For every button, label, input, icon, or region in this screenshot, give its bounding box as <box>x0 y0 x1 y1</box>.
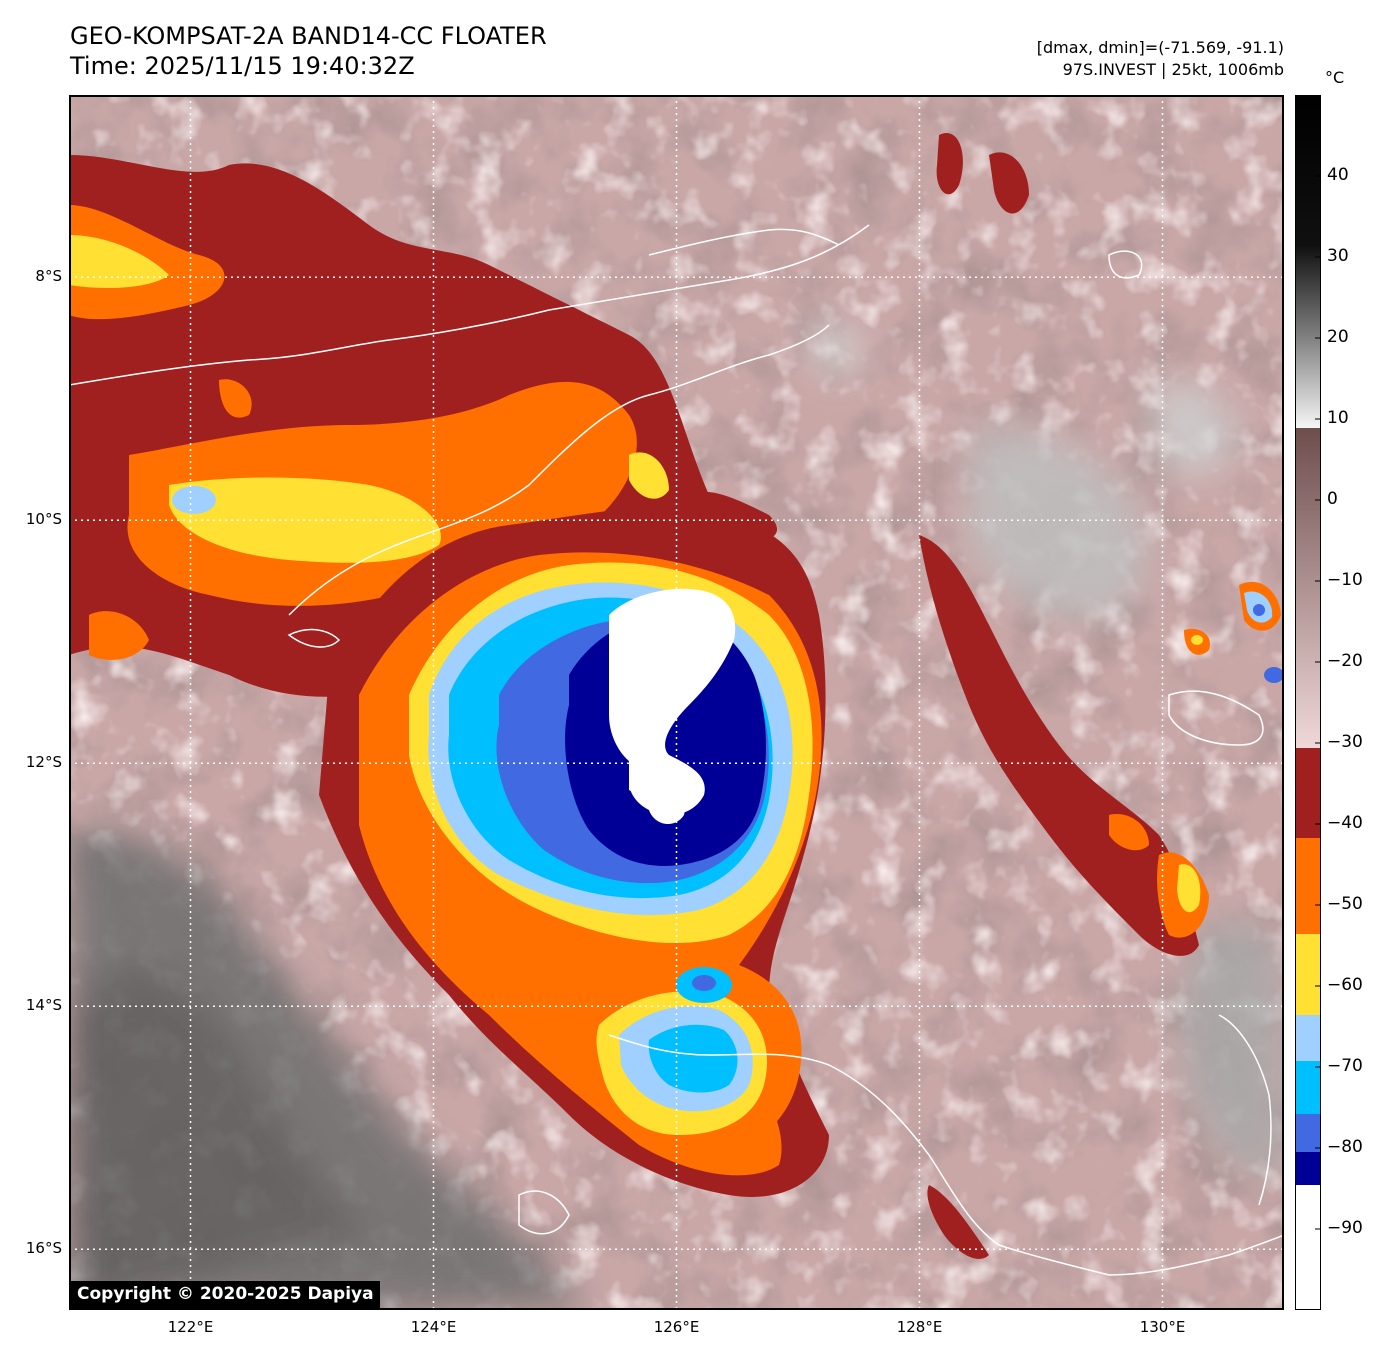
colorbar-white-band <box>1296 1185 1320 1309</box>
colorbar <box>1295 95 1321 1310</box>
colorbar-darkred-band <box>1296 748 1320 838</box>
colorbar-tick-label: 20 <box>1327 327 1349 347</box>
colorbar-deepsky-band <box>1296 1061 1320 1114</box>
colorbar-tick-label: 40 <box>1327 165 1349 185</box>
data-range-info: [dmax, dmin]=(-71.569, -91.1) <box>1036 38 1284 57</box>
chart-title: GEO-KOMPSAT-2A BAND14-CC FLOATER <box>70 22 547 50</box>
colorbar-gray-segment <box>1296 96 1320 428</box>
colorbar-tick-label: −70 <box>1327 1056 1363 1076</box>
colorbar-royalblue-band <box>1296 1114 1320 1152</box>
colorbar-lightblue-band <box>1296 1015 1320 1061</box>
latitude-label: 16°S <box>25 1239 62 1258</box>
colorbar-tick-label: 0 <box>1327 489 1338 509</box>
colorbar-orange-band <box>1296 838 1320 934</box>
colorbar-tick-label: −30 <box>1327 732 1363 752</box>
colorbar-tick-label: −10 <box>1327 570 1363 590</box>
longitude-label: 124°E <box>410 1318 457 1336</box>
colorbar-tick-label: −20 <box>1327 651 1363 671</box>
longitude-label: 126°E <box>653 1318 700 1336</box>
longitude-label: 128°E <box>896 1318 943 1336</box>
map-frame <box>69 95 1284 1310</box>
colorbar-brown-segment <box>1296 428 1320 748</box>
latitude-label: 10°S <box>25 510 62 529</box>
colorbar-darkblue-band <box>1296 1152 1320 1185</box>
storm-info: 97S.INVEST | 25kt, 1006mb <box>1062 60 1284 79</box>
colorbar-tick-label: −60 <box>1327 975 1363 995</box>
latitude-label: 12°S <box>25 753 62 772</box>
colorbar-tick-label: 10 <box>1327 408 1349 428</box>
copyright-label: Copyright © 2020-2025 Dapiya <box>71 1281 380 1308</box>
satellite-map <box>69 95 1284 1310</box>
eastern-rain-band <box>689 133 1283 1259</box>
colorbar-tick-label: 30 <box>1327 246 1349 266</box>
colorbar-unit: °C <box>1325 68 1345 87</box>
graticule <box>70 96 1283 1309</box>
coastlines <box>70 224 1283 1276</box>
colorbar-tick-label: −80 <box>1327 1137 1363 1157</box>
longitude-label: 130°E <box>1139 1318 1186 1336</box>
colorbar-tick-label: −90 <box>1327 1218 1363 1238</box>
colorbar-tick-label: −50 <box>1327 894 1363 914</box>
colorbar-yellow-band <box>1296 934 1320 1015</box>
chart-time: Time: 2025/11/15 19:40:32Z <box>70 52 415 80</box>
colorbar-tick-label: −40 <box>1327 813 1363 833</box>
latitude-label: 8°S <box>35 267 62 286</box>
storm-cloud-shield <box>319 506 829 1197</box>
colorbar-frame <box>1295 95 1321 1310</box>
latitude-label: 14°S <box>25 996 62 1015</box>
longitude-label: 122°E <box>167 1318 214 1336</box>
warm-gray-areas <box>70 322 1283 1309</box>
